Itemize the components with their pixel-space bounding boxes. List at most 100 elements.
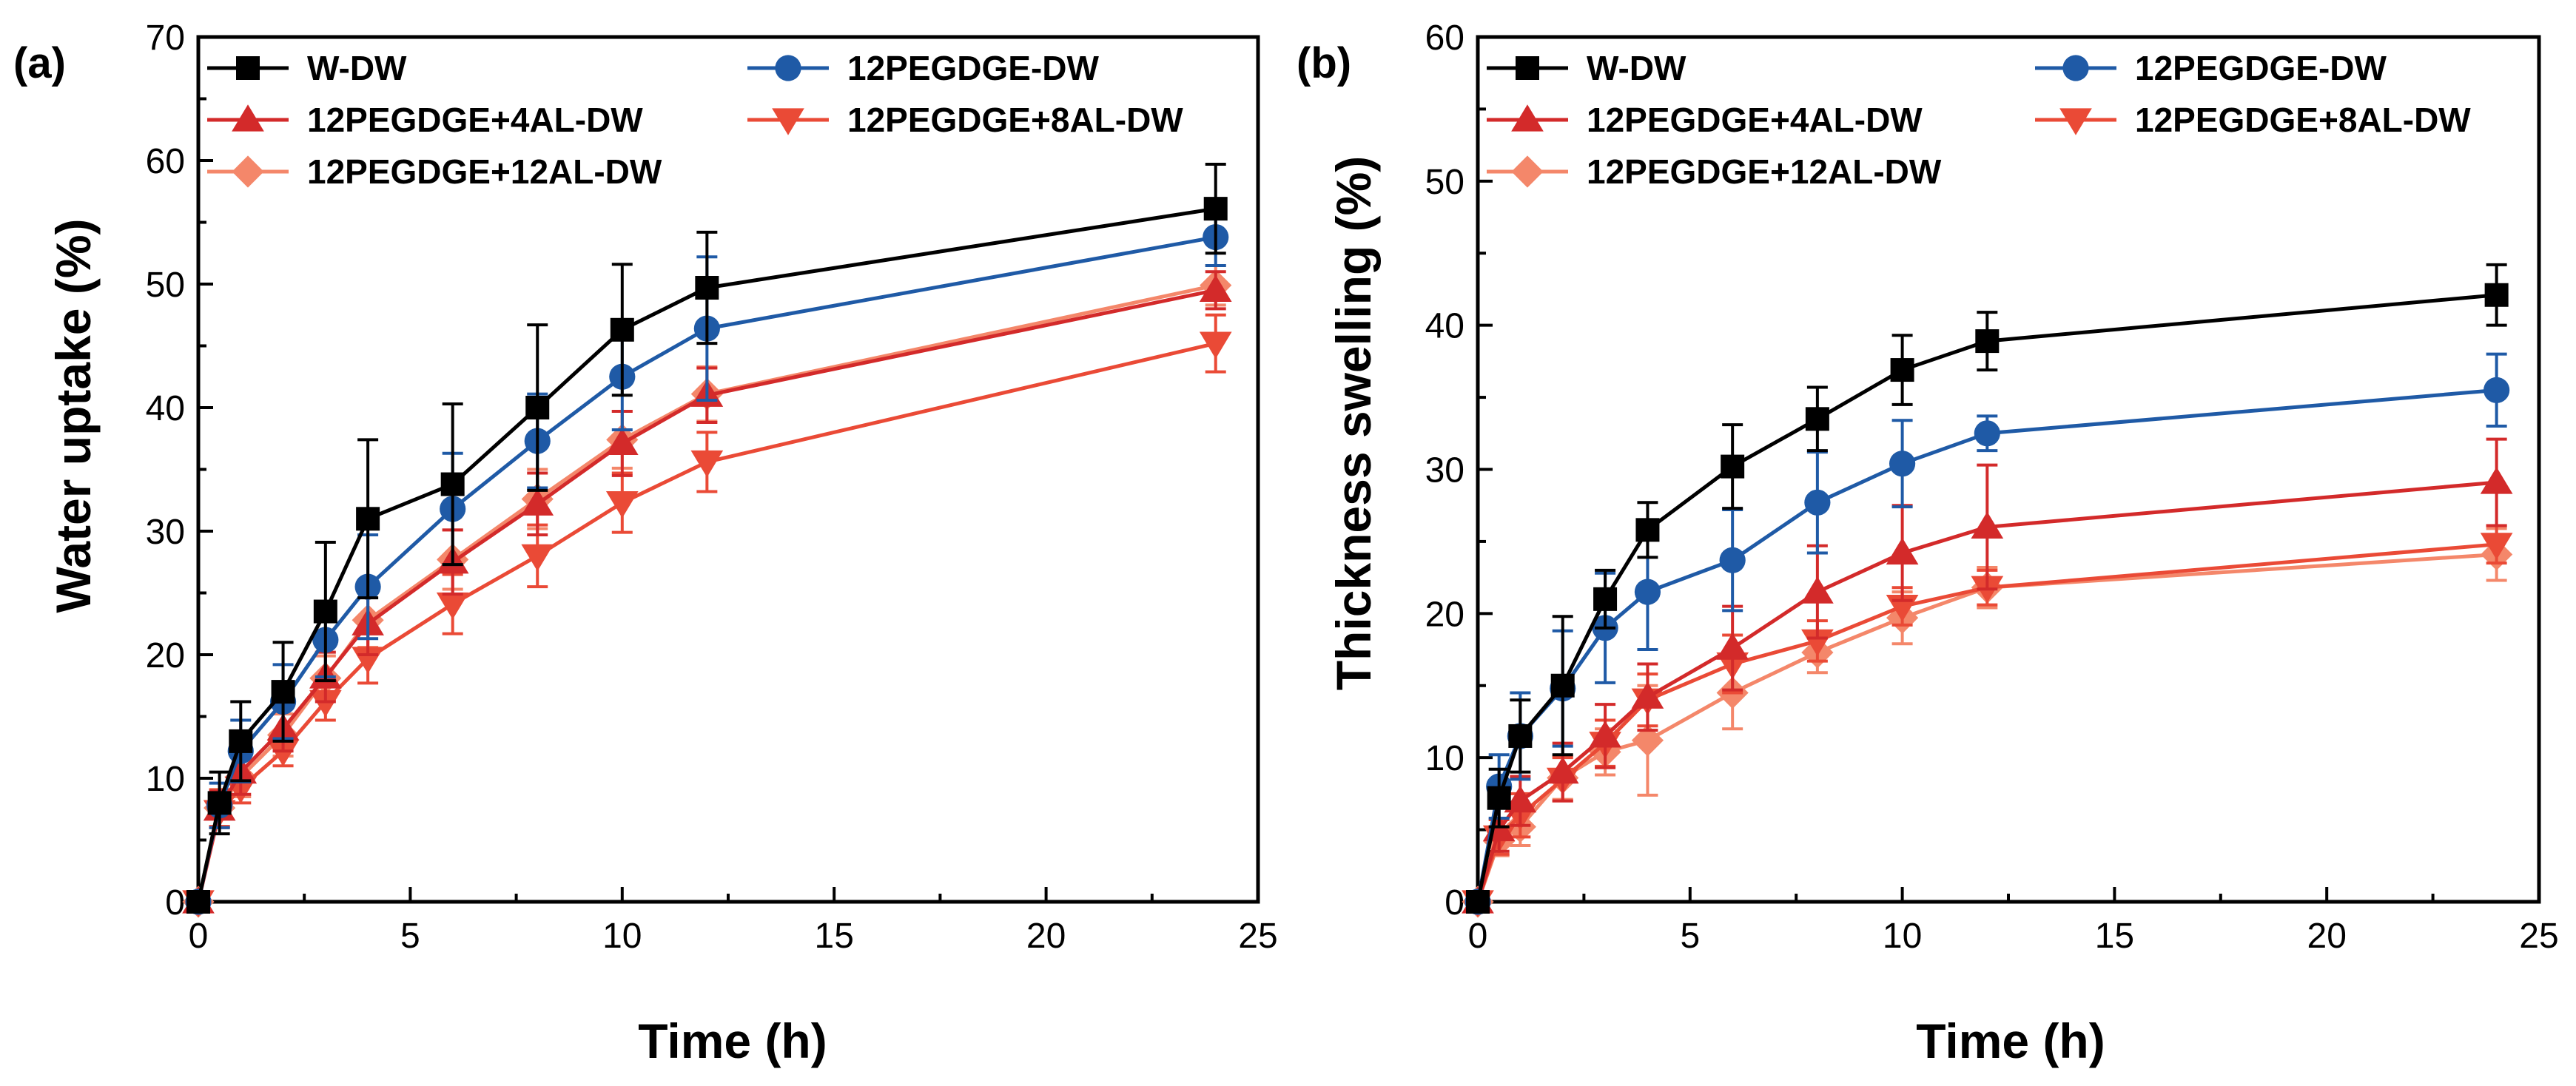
data-point bbox=[525, 396, 550, 419]
x-tick-label: 25 bbox=[2519, 917, 2558, 956]
y-tick-label: 40 bbox=[1425, 307, 1464, 346]
data-point bbox=[605, 490, 639, 519]
data-point bbox=[2484, 283, 2509, 307]
y-tick-label: 60 bbox=[146, 142, 185, 181]
data-point bbox=[313, 599, 337, 624]
data-point bbox=[690, 450, 724, 478]
data-point bbox=[1890, 358, 1914, 382]
data-point bbox=[1974, 420, 2000, 447]
data-point bbox=[1804, 489, 1831, 516]
data-point bbox=[1635, 518, 1660, 542]
x-tick-label: 25 bbox=[1238, 917, 1277, 956]
legend-label: 12PEGDGE-DW bbox=[2135, 49, 2387, 87]
data-point bbox=[1631, 681, 1664, 709]
y-tick-label: 30 bbox=[1425, 451, 1464, 490]
legend-entry: 12PEGDGE+4AL-DW bbox=[207, 101, 643, 139]
y-tick-label: 70 bbox=[146, 18, 185, 58]
y-axis-title: Water uptake (%) bbox=[46, 219, 101, 613]
data-point bbox=[440, 472, 465, 496]
data-point bbox=[1199, 331, 1232, 359]
data-point bbox=[1719, 547, 1746, 573]
x-tick-label: 0 bbox=[189, 917, 209, 956]
legend-marker bbox=[1511, 104, 1544, 132]
data-point bbox=[186, 890, 210, 914]
series-w-dw bbox=[1466, 263, 2509, 914]
legend-marker bbox=[2062, 55, 2089, 81]
panel-b: (b) Thickness swelling (%) Time (h) 0 5 10… bbox=[1297, 18, 2559, 1068]
legend-label: 12PEGDGE+12AL-DW bbox=[1587, 152, 1942, 191]
legend-marker bbox=[232, 155, 264, 188]
x-tick-label: 10 bbox=[1883, 917, 1922, 956]
data-point bbox=[1634, 579, 1661, 605]
data-point bbox=[266, 739, 300, 767]
legend-entry: 12PEGDGE+4AL-DW bbox=[1487, 101, 1923, 139]
y-tick-label: 20 bbox=[1425, 595, 1464, 634]
data-point bbox=[1716, 633, 1749, 660]
data-point bbox=[2483, 377, 2510, 403]
data-point bbox=[1631, 724, 1664, 757]
panel-label: (b) bbox=[1297, 39, 1351, 87]
y-tick-label: 20 bbox=[146, 636, 185, 675]
x-tick-label: 20 bbox=[2307, 917, 2347, 956]
y-tick-label: 0 bbox=[1445, 883, 1464, 923]
legend-entry: 12PEGDGE-DW bbox=[2035, 49, 2387, 87]
legend-label: W-DW bbox=[307, 49, 407, 87]
legend-label: W-DW bbox=[1587, 49, 1686, 87]
data-point bbox=[207, 791, 232, 815]
data-point bbox=[1593, 587, 1618, 611]
y-tick-label: 50 bbox=[146, 266, 185, 305]
y-tick-label: 50 bbox=[1425, 163, 1464, 202]
legend-label: 12PEGDGE+4AL-DW bbox=[1587, 101, 1923, 139]
y-tick-label: 30 bbox=[146, 513, 185, 552]
legend-label: 12PEGDGE-DW bbox=[847, 49, 1100, 87]
data-point bbox=[1487, 786, 1511, 810]
plot-area: 0 5 10 15 20 25 0 10 20 30 40 50 60 W-DW 12PEGDGE-DW 12… bbox=[1425, 18, 2559, 956]
data-point bbox=[1801, 629, 1834, 657]
data-point bbox=[521, 488, 554, 516]
legend-marker bbox=[2059, 108, 2092, 135]
data-point bbox=[610, 317, 634, 342]
x-axis-title: Time (h) bbox=[638, 1014, 827, 1068]
x-tick-label: 0 bbox=[1468, 917, 1488, 956]
y-tick-label: 10 bbox=[1425, 739, 1464, 778]
data-point bbox=[1975, 329, 2000, 354]
data-point bbox=[2480, 533, 2513, 560]
legend-label: 12PEGDGE+8AL-DW bbox=[847, 101, 1183, 139]
data-point bbox=[356, 507, 380, 531]
y-tick-label: 60 bbox=[1425, 18, 1464, 58]
legend-entry: 12PEGDGE+8AL-DW bbox=[2035, 101, 2471, 139]
y-tick-label: 40 bbox=[146, 389, 185, 428]
x-tick-label: 20 bbox=[1026, 917, 1066, 956]
data-point bbox=[1721, 454, 1745, 479]
legend-marker bbox=[236, 56, 260, 80]
legend-entry: 12PEGDGE+12AL-DW bbox=[1487, 152, 1942, 191]
legend-marker bbox=[1516, 56, 1539, 80]
data-point bbox=[1589, 721, 1621, 748]
data-point bbox=[2480, 467, 2513, 494]
data-point bbox=[605, 428, 639, 456]
series-w-dw bbox=[186, 163, 1228, 914]
data-point bbox=[1550, 673, 1575, 698]
legend-label: 12PEGDGE+4AL-DW bbox=[307, 101, 643, 139]
data-point bbox=[1504, 785, 1537, 813]
data-point bbox=[1971, 511, 2004, 539]
legend-entry: 12PEGDGE+8AL-DW bbox=[747, 101, 1183, 139]
legend-marker bbox=[775, 55, 801, 81]
data-point bbox=[436, 592, 469, 620]
data-point bbox=[271, 680, 295, 704]
legend-entry: 12PEGDGE-DW bbox=[747, 49, 1100, 87]
legend-label: 12PEGDGE+8AL-DW bbox=[2135, 101, 2471, 139]
data-point bbox=[1203, 197, 1228, 221]
data-point bbox=[229, 729, 253, 753]
legend-label: 12PEGDGE+12AL-DW bbox=[307, 152, 662, 191]
x-tick-label: 5 bbox=[400, 917, 420, 956]
x-tick-label: 5 bbox=[1680, 917, 1700, 956]
x-tick-label: 15 bbox=[815, 917, 854, 956]
y-axis-title: Thickness swelling (%) bbox=[1326, 156, 1381, 691]
data-point bbox=[1508, 724, 1533, 748]
legend-marker bbox=[772, 108, 804, 135]
x-tick-label: 10 bbox=[602, 917, 642, 956]
y-tick-label: 0 bbox=[165, 883, 185, 923]
